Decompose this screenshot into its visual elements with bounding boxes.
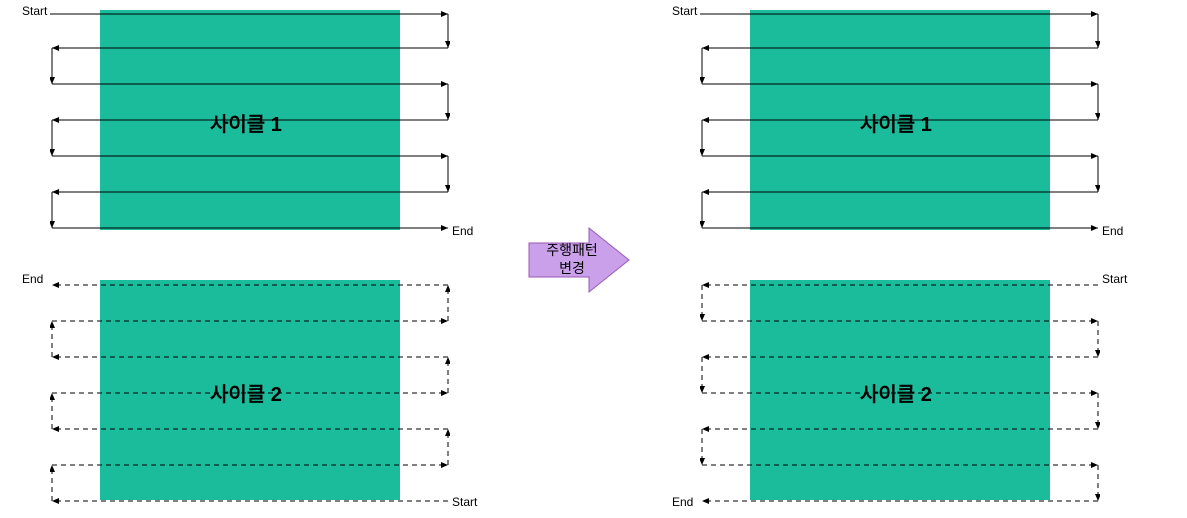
quadrant-bottom-right: 사이클 2 Start End — [700, 275, 1100, 510]
center-line2: 변경 — [559, 260, 585, 276]
cycle1-label-left: 사이클 1 — [210, 108, 282, 137]
cycle2-label-right: 사이클 2 — [860, 378, 932, 407]
start-label-tr: Start — [672, 4, 697, 18]
center-arrow: 주행패턴 변경 — [524, 225, 634, 295]
center-arrow-label: 주행패턴 변경 — [532, 241, 612, 277]
start-label-bl: Start — [452, 495, 477, 509]
quadrant-top-right: 사이클 1 Start End — [700, 10, 1100, 240]
quadrant-bottom-left: 사이클 2 End Start — [50, 275, 450, 510]
start-label-br: Start — [1102, 272, 1127, 286]
start-label-tl: Start — [22, 4, 47, 18]
center-line1: 주행패턴 — [546, 242, 598, 258]
end-label-br: End — [672, 495, 693, 509]
end-label-tr: End — [1102, 224, 1123, 238]
quadrant-top-left: 사이클 1 Start End — [50, 10, 450, 240]
cycle2-label-left: 사이클 2 — [210, 378, 282, 407]
end-label-tl: End — [452, 224, 473, 238]
end-label-bl: End — [22, 272, 43, 286]
cycle1-label-right: 사이클 1 — [860, 108, 932, 137]
